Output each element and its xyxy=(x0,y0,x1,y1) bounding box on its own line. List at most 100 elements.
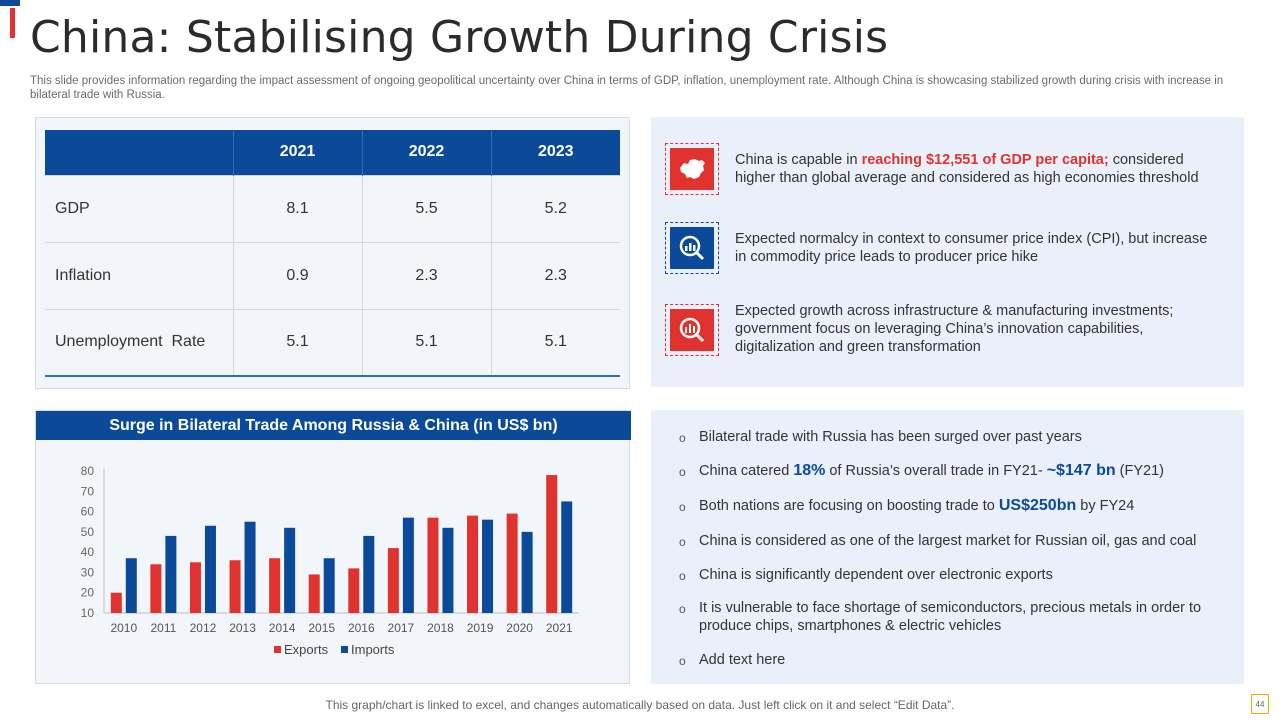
bar-exports xyxy=(269,558,281,613)
y-tick-label: 70 xyxy=(81,484,95,498)
row-label-unemployment: Unemployment Rate xyxy=(45,308,233,377)
indicators-table-panel: 2021 2022 2023 GDP 8.1 5.5 5.2 Inflation… xyxy=(35,117,630,389)
bar-exports xyxy=(387,548,399,613)
bar-exports xyxy=(110,592,122,613)
title-accent-bar xyxy=(10,8,15,38)
table-cell: 5.5 xyxy=(361,174,491,242)
x-tick-label: 2016 xyxy=(348,621,375,635)
bar-imports xyxy=(244,521,256,613)
bullet-text: by FY24 xyxy=(1076,498,1135,514)
investment-search-icon xyxy=(670,309,714,351)
chart-title: Surge in Bilateral Trade Among Russia & … xyxy=(36,411,631,440)
list-item: China is significantly dependent over el… xyxy=(679,566,1219,585)
bar-imports xyxy=(442,527,454,613)
x-tick-label: 2012 xyxy=(190,621,217,635)
y-tick-label: 40 xyxy=(81,545,95,559)
list-item[interactable]: Add text here xyxy=(679,651,1219,670)
table-row: GDP 8.1 5.5 5.2 xyxy=(45,174,620,242)
bar-imports xyxy=(165,535,177,613)
trade-bar-chart: 10 20 30 40 50 60 70 80 2010 2011 2012 2013 2014 2015… xyxy=(81,464,579,657)
x-tick-label: 2020 xyxy=(506,621,533,635)
legend-swatch xyxy=(274,646,281,653)
legend-label: Exports xyxy=(284,642,329,657)
bar-exports xyxy=(506,513,518,613)
list-item: China is considered as one of the larges… xyxy=(679,532,1219,551)
y-tick-label: 50 xyxy=(81,525,95,539)
table-row: Unemployment Rate 5.1 5.1 5.1 xyxy=(45,308,620,377)
x-tick-label: 2019 xyxy=(467,621,494,635)
x-tick-label: 2017 xyxy=(388,621,415,635)
page-subtitle: This slide provides information regardin… xyxy=(30,75,1224,101)
table-row: Inflation 0.9 2.3 2.3 xyxy=(45,241,620,309)
insight-text: China is capable in reaching $12,551 of … xyxy=(735,151,1215,187)
legend-swatch xyxy=(341,646,348,653)
bar-exports xyxy=(546,475,558,613)
bullet-text: Both nations are focusing on boosting tr… xyxy=(699,498,999,514)
icon-frame xyxy=(665,304,719,356)
table-header-2022: 2022 xyxy=(361,130,491,175)
trade-notes-panel: Bilateral trade with Russia has been sur… xyxy=(651,410,1244,684)
x-tick-label: 2015 xyxy=(308,621,335,635)
x-tick-label: 2013 xyxy=(229,621,256,635)
bar-imports xyxy=(204,525,216,613)
bar-imports xyxy=(323,558,335,613)
list-item: It is vulnerable to face shortage of sem… xyxy=(679,599,1219,635)
x-tick-label: 2010 xyxy=(110,621,137,635)
insight-cpi: Expected normalcy in context to consumer… xyxy=(665,222,1215,274)
row-label-gdp: GDP xyxy=(45,174,233,242)
bullet-highlight: 18% xyxy=(793,462,826,479)
legend-label: Imports xyxy=(351,642,395,657)
y-tick-label: 20 xyxy=(81,586,95,600)
bar-exports xyxy=(308,574,320,613)
insights-panel: China is capable in reaching $12,551 of … xyxy=(651,117,1244,387)
insight-text-part: China is capable in xyxy=(735,152,862,168)
bar-imports xyxy=(125,558,137,613)
indicators-table: 2021 2022 2023 GDP 8.1 5.5 5.2 Inflation… xyxy=(45,130,620,377)
bar-exports xyxy=(348,568,360,613)
insight-highlight: reaching $12,551 of GDP per capita; xyxy=(861,152,1109,168)
list-item: China catered 18% of Russia’s overall tr… xyxy=(679,462,1219,481)
y-tick-label: 80 xyxy=(81,464,95,478)
table-header-2021: 2021 xyxy=(232,130,362,175)
table-cell: 5.1 xyxy=(232,308,362,377)
insight-text: Expected growth across infrastructure & … xyxy=(735,303,1174,355)
chart-magnifier-icon xyxy=(670,227,714,269)
table-cell: 0.9 xyxy=(232,241,362,309)
list-item: Both nations are focusing on boosting tr… xyxy=(679,497,1219,516)
icon-frame xyxy=(665,222,719,274)
page-number: 44 xyxy=(1251,694,1269,714)
china-map-icon xyxy=(670,148,714,190)
trade-chart-panel: Surge in Bilateral Trade Among Russia & … xyxy=(35,410,631,684)
insight-text: Expected normalcy in context to consumer… xyxy=(735,231,1208,265)
bar-imports xyxy=(402,517,414,613)
table-cell: 2.3 xyxy=(361,241,491,309)
bar-exports xyxy=(467,515,479,613)
table-cell: 2.3 xyxy=(490,241,620,309)
x-tick-label: 2018 xyxy=(427,621,454,635)
icon-frame xyxy=(665,143,719,195)
bar-imports xyxy=(561,501,573,613)
page-title: China: Stabilising Growth During Crisis xyxy=(30,12,889,63)
bullet-highlight: US$250bn xyxy=(998,497,1077,514)
x-tick-label: 2014 xyxy=(269,621,296,635)
table-header-2023: 2023 xyxy=(490,130,620,175)
insight-gdp: China is capable in reaching $12,551 of … xyxy=(665,143,1215,195)
bar-exports xyxy=(189,562,201,613)
bar-exports xyxy=(150,564,162,613)
y-tick-label: 60 xyxy=(81,505,95,519)
bullet-text: of Russia’s overall trade in FY21- xyxy=(825,463,1047,479)
x-tick-label: 2011 xyxy=(150,621,176,635)
insight-investment: Expected growth across infrastructure & … xyxy=(665,303,1215,356)
table-cell: 8.1 xyxy=(232,174,362,242)
y-tick-label: 30 xyxy=(81,565,95,579)
table-cell: 5.2 xyxy=(490,174,620,242)
bar-imports xyxy=(284,527,296,613)
bullet-text: China catered xyxy=(699,463,794,479)
bullet-highlight: ~$147 bn xyxy=(1046,462,1116,479)
bar-imports xyxy=(363,535,375,613)
table-cell: 5.1 xyxy=(361,308,491,377)
table-header-blank xyxy=(45,130,233,175)
row-label-inflation: Inflation xyxy=(45,241,233,309)
y-tick-label: 10 xyxy=(81,606,95,620)
bar-imports xyxy=(482,519,494,613)
